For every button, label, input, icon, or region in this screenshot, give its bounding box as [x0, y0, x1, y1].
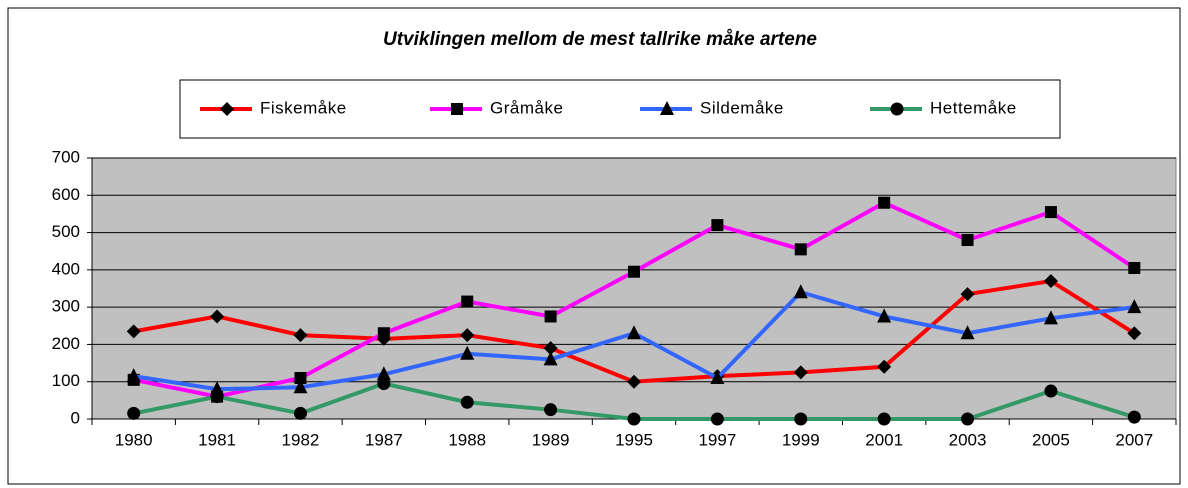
x-tick-label: 1989 — [532, 430, 570, 449]
marker — [220, 102, 234, 116]
marker — [293, 328, 308, 343]
marker — [1127, 299, 1142, 314]
marker — [660, 101, 674, 115]
x-tick-label: 1980 — [115, 430, 153, 449]
legend-label: Hettemåke — [930, 98, 1017, 117]
y-tick-label: 300 — [52, 297, 80, 316]
marker — [627, 412, 641, 426]
marker — [877, 308, 892, 323]
marker — [544, 310, 557, 323]
x-tick-label: 2007 — [1115, 430, 1153, 449]
y-tick-label: 600 — [52, 185, 80, 204]
marker — [877, 359, 892, 374]
x-tick-label: 2003 — [949, 430, 987, 449]
marker — [461, 295, 474, 308]
marker — [794, 412, 808, 426]
marker — [1127, 410, 1141, 424]
marker — [961, 234, 974, 247]
marker — [1128, 261, 1141, 274]
marker — [543, 341, 558, 356]
x-tick-label: 1981 — [198, 430, 236, 449]
marker — [960, 325, 975, 340]
marker — [293, 379, 308, 394]
marker — [1043, 274, 1058, 289]
marker — [878, 196, 891, 209]
marker — [377, 327, 390, 340]
y-tick-label: 700 — [52, 147, 80, 166]
marker — [293, 406, 307, 420]
marker — [460, 328, 475, 343]
marker — [877, 412, 891, 426]
marker — [628, 265, 640, 278]
marker — [460, 345, 475, 360]
marker — [1044, 384, 1058, 398]
marker — [793, 365, 808, 380]
marker — [710, 369, 725, 384]
marker — [210, 390, 224, 404]
x-tick-label: 1999 — [782, 430, 820, 449]
marker — [126, 368, 141, 383]
legend-label: Sildemåke — [700, 98, 784, 117]
marker — [710, 412, 724, 426]
y-tick-label: 200 — [52, 334, 80, 353]
marker — [376, 366, 391, 381]
marker — [377, 377, 391, 391]
x-tick-label: 1987 — [365, 430, 403, 449]
legend-label: Gråmåke — [490, 98, 563, 117]
marker — [451, 103, 463, 115]
marker — [793, 284, 808, 299]
marker — [543, 351, 558, 366]
marker — [627, 325, 641, 340]
marker — [127, 406, 141, 420]
x-tick-label: 1995 — [615, 430, 653, 449]
y-tick-label: 100 — [52, 371, 80, 390]
marker — [544, 403, 558, 417]
marker — [890, 102, 904, 116]
marker — [210, 309, 225, 324]
y-tick-label: 400 — [52, 259, 80, 278]
y-tick-label: 500 — [52, 222, 80, 241]
marker — [961, 412, 975, 426]
marker — [1043, 310, 1058, 325]
x-tick-label: 2001 — [865, 430, 903, 449]
marker — [960, 287, 975, 302]
marker — [627, 374, 641, 389]
marker — [711, 219, 724, 232]
marker — [126, 324, 141, 339]
marker — [1044, 206, 1057, 219]
chart-title: Utviklingen mellom de mest tallrike måke… — [383, 29, 817, 50]
marker — [460, 395, 474, 409]
legend-label: Fiskemåke — [260, 98, 347, 117]
x-tick-label: 1997 — [698, 430, 736, 449]
x-tick-label: 1988 — [448, 430, 486, 449]
marker — [294, 371, 307, 384]
x-tick-label: 2005 — [1032, 430, 1070, 449]
y-tick-label: 0 — [71, 408, 80, 427]
marker — [794, 243, 807, 256]
marker — [1127, 326, 1142, 341]
x-tick-label: 1982 — [282, 430, 320, 449]
